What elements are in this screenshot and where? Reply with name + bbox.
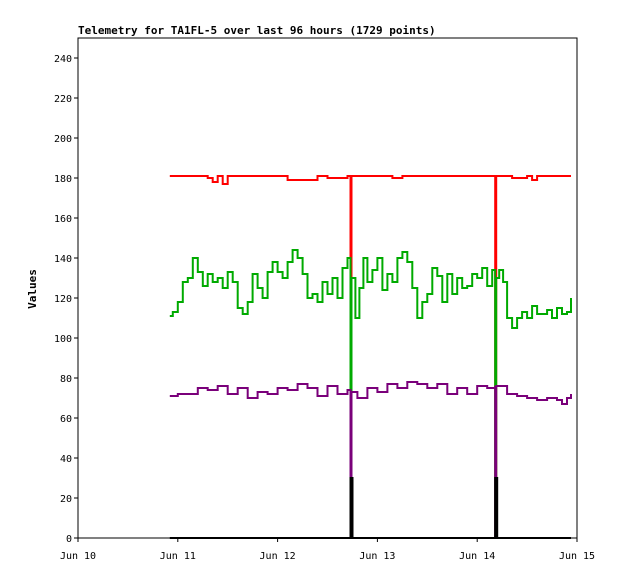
y-tick-label: 200 bbox=[54, 134, 72, 145]
y-tick-label: 20 bbox=[60, 494, 72, 505]
y-tick-label: 160 bbox=[54, 214, 72, 225]
y-axis-label: Values bbox=[26, 269, 39, 309]
y-tick-label: 140 bbox=[54, 254, 72, 265]
x-tick-label: Jun 12 bbox=[260, 551, 296, 562]
series-line-2 bbox=[169, 381, 572, 539]
chart-title: Telemetry for TA1FL-5 over last 96 hours… bbox=[78, 24, 436, 37]
series-line-1 bbox=[169, 249, 572, 539]
y-tick-label: 120 bbox=[54, 294, 72, 305]
y-tick-label: 240 bbox=[54, 54, 72, 65]
y-tick-label: 80 bbox=[60, 374, 72, 385]
x-tick-label: Jun 14 bbox=[459, 551, 495, 562]
x-tick-label: Jun 11 bbox=[160, 551, 196, 562]
y-tick-label: 100 bbox=[54, 334, 72, 345]
series-line-3 bbox=[169, 477, 571, 539]
y-tick-label: 60 bbox=[60, 414, 72, 425]
x-axis: Jun 10 Jun 11 Jun 12 Jun 13 Jun 14 Jun 15 bbox=[60, 538, 595, 562]
y-axis: 0 20 40 60 80 100 120 140 160 180 200 220 240 bbox=[54, 54, 78, 545]
x-tick-label: Jun 13 bbox=[359, 551, 395, 562]
y-tick-label: 220 bbox=[54, 94, 72, 105]
x-tick-label: Jun 10 bbox=[60, 551, 96, 562]
y-tick-label: 0 bbox=[66, 534, 72, 545]
series-layer bbox=[169, 175, 572, 539]
y-tick-label: 180 bbox=[54, 174, 72, 185]
x-tick-label: Jun 15 bbox=[559, 551, 595, 562]
y-tick-label: 40 bbox=[60, 454, 72, 465]
